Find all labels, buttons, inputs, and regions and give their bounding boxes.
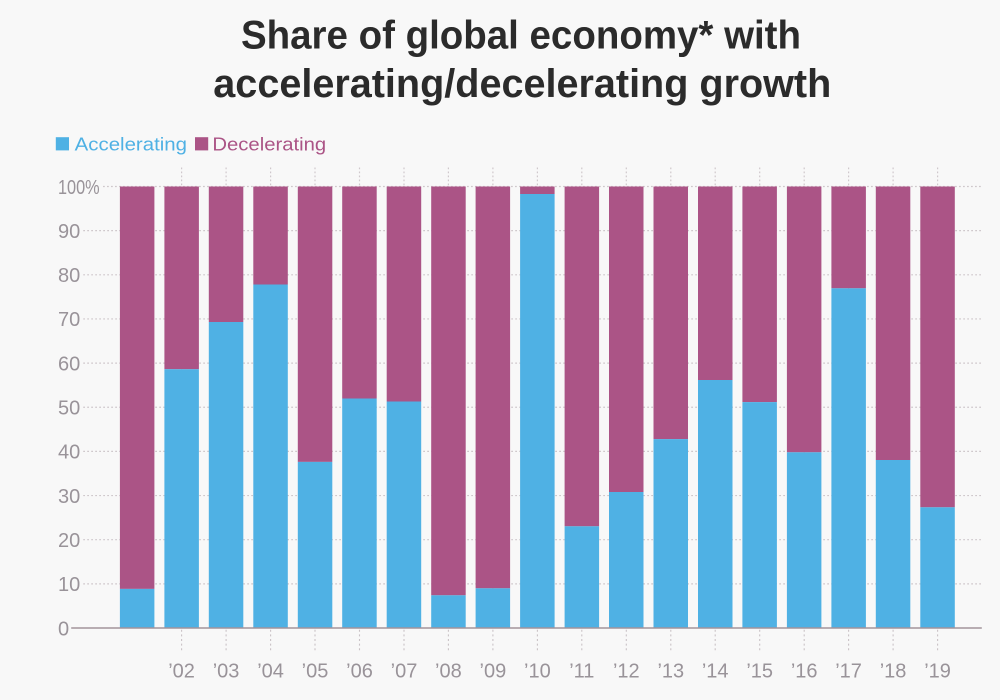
svg-text:50: 50 [58,398,80,420]
svg-text:’09: ’09 [480,660,507,682]
svg-text:’17: ’17 [835,660,862,682]
svg-text:Decelerating: Decelerating [212,134,326,155]
svg-text:’05: ’05 [302,660,329,682]
svg-text:’07: ’07 [391,660,418,682]
svg-text:30: 30 [58,486,80,508]
svg-text:’06: ’06 [346,660,373,682]
svg-text:’14: ’14 [702,660,729,682]
svg-text:’08: ’08 [435,660,462,682]
svg-text:10: 10 [58,574,80,596]
svg-text:60: 60 [58,353,80,375]
svg-text:’10: ’10 [524,660,551,682]
svg-text:’12: ’12 [613,660,640,682]
svg-text:’13: ’13 [657,660,684,682]
svg-text:20: 20 [58,530,80,552]
svg-text:’02: ’02 [168,660,195,682]
svg-text:Share of global economy* with: Share of global economy* with [241,14,801,58]
svg-text:’19: ’19 [924,660,951,682]
svg-text:’03: ’03 [213,660,240,682]
svg-text:’11: ’11 [569,660,594,682]
svg-text:’15: ’15 [746,660,773,682]
svg-text:100%: 100% [58,177,100,199]
svg-text:’16: ’16 [791,660,818,682]
svg-text:90: 90 [58,221,80,243]
svg-text:0: 0 [58,618,69,640]
svg-text:Accelerating: Accelerating [75,134,187,155]
svg-text:’04: ’04 [257,660,284,682]
svg-text:’18: ’18 [880,660,907,682]
svg-text:70: 70 [58,309,80,331]
svg-text:40: 40 [58,442,80,464]
svg-text:80: 80 [58,265,80,287]
svg-text:accelerating/decelerating grow: accelerating/decelerating growth [213,62,831,106]
